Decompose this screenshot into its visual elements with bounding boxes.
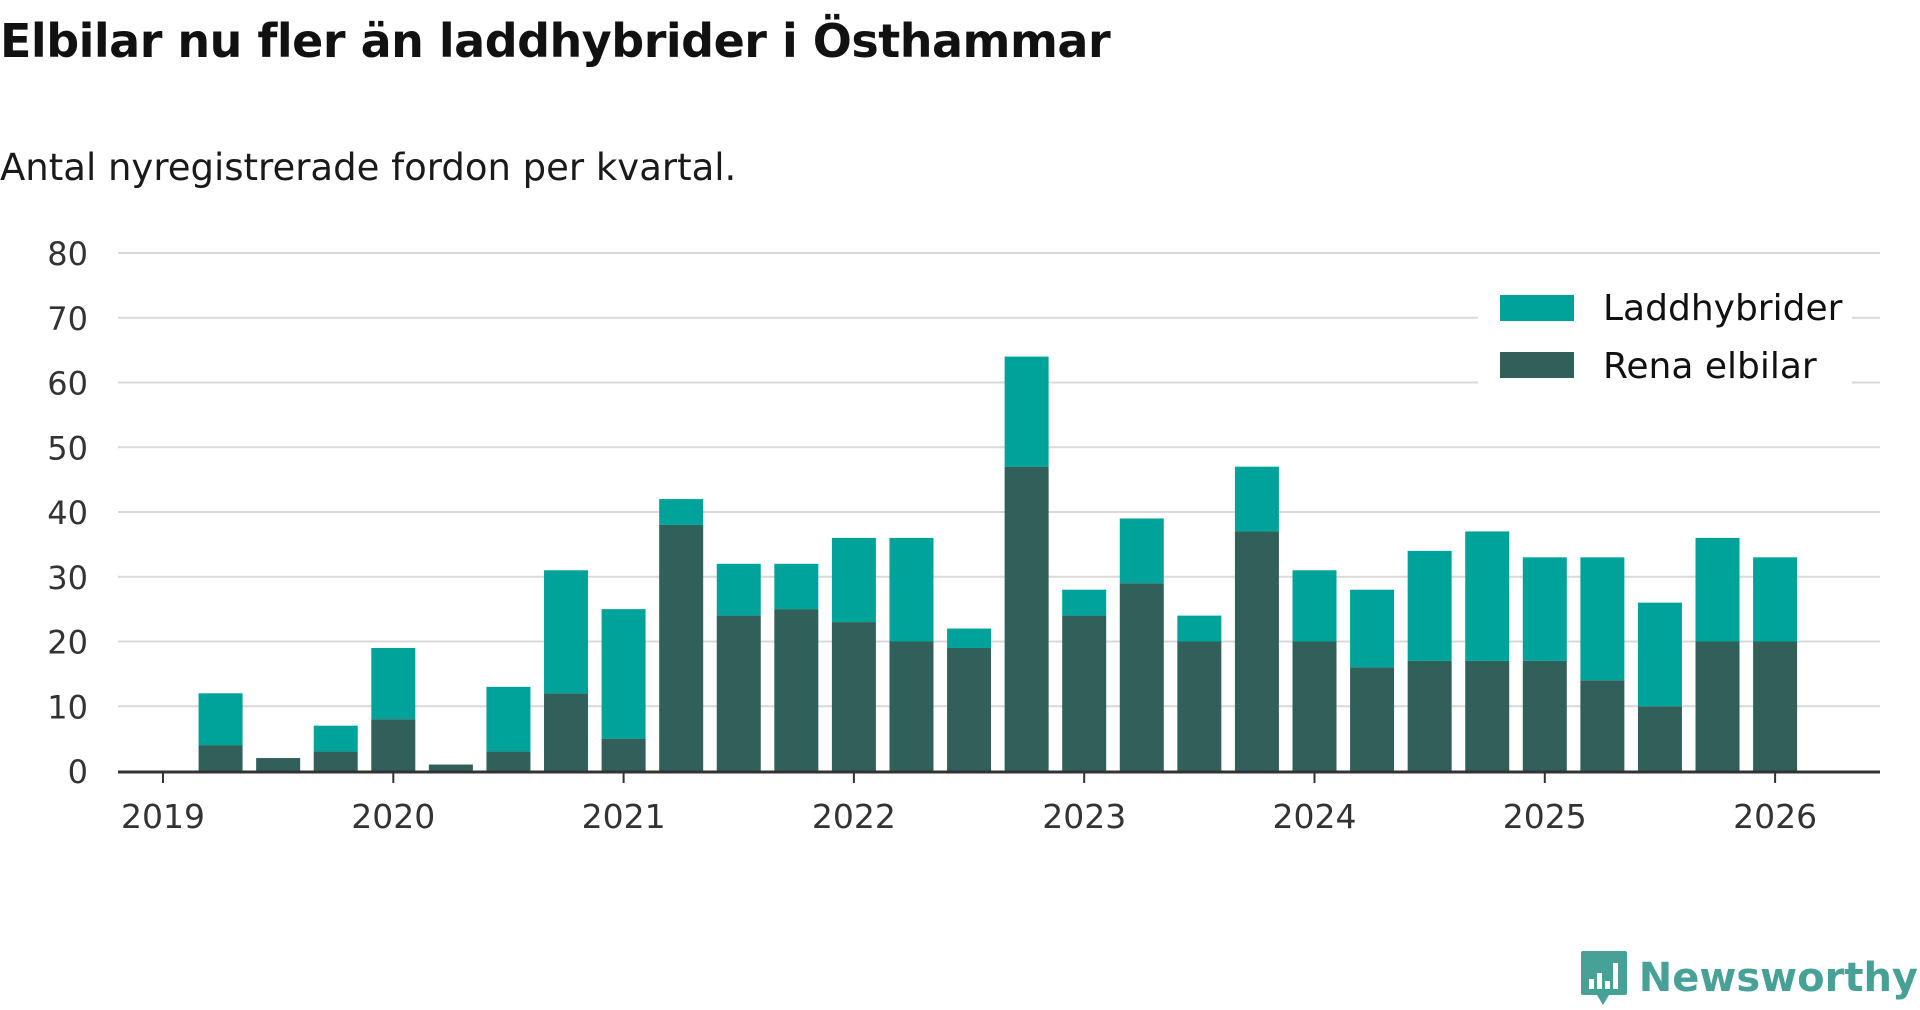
bar-rena-elbilar: [1062, 615, 1107, 771]
bar-rena-elbilar: [1234, 531, 1279, 771]
bar-rena-elbilar: [1004, 466, 1049, 771]
bar-laddhybrider: [947, 628, 992, 648]
legend-label-laddhybrider: Laddhybrider: [1603, 288, 1843, 329]
y-tick-label: 40: [47, 494, 88, 532]
bar-laddhybrider: [1407, 550, 1452, 661]
bar-laddhybrider: [831, 537, 876, 623]
bar-laddhybrider: [774, 563, 819, 610]
x-tick-label: 2025: [1503, 797, 1587, 836]
bar-rena-elbilar: [198, 745, 243, 771]
bar-laddhybrider: [601, 609, 646, 739]
bar-rena-elbilar: [1177, 641, 1222, 771]
bar-rena-elbilar: [1465, 660, 1510, 771]
bar-laddhybrider: [1753, 557, 1798, 642]
y-axis-ticks: 0 10 20 30 40 50 60 70 80: [47, 235, 88, 791]
brand-name: Newsworthy: [1638, 955, 1918, 1001]
bar-rena-elbilar: [1637, 706, 1682, 771]
bar-rena-elbilar: [486, 751, 531, 771]
x-tick-label: 2020: [351, 797, 435, 836]
bar-laddhybrider: [198, 693, 243, 746]
y-tick-label: 60: [47, 365, 88, 403]
bar-laddhybrider: [889, 537, 934, 642]
bar-rena-elbilar: [1753, 641, 1798, 771]
bar-rena-elbilar: [774, 609, 819, 771]
bar-laddhybrider: [1177, 615, 1222, 642]
bar-laddhybrider: [1580, 557, 1625, 681]
bar-rena-elbilar: [1350, 667, 1395, 771]
bar-rena-elbilar: [428, 764, 473, 771]
chart-subtitle: Antal nyregistrerade fordon per kvartal.: [0, 146, 737, 189]
legend-swatch-laddhybrider: [1500, 295, 1574, 321]
bar-rena-elbilar: [831, 622, 876, 771]
chart-title: Elbilar nu fler än laddhybrider i Östham…: [0, 14, 1111, 68]
bar-laddhybrider: [1465, 531, 1510, 661]
brand-logo: Newsworthy: [1579, 948, 1918, 1008]
bar-laddhybrider: [716, 563, 761, 616]
bar-laddhybrider: [486, 686, 531, 752]
bar-rena-elbilar: [1695, 641, 1740, 771]
bar-laddhybrider: [1004, 356, 1049, 467]
bar-laddhybrider: [1350, 589, 1395, 668]
newsworthy-logo-icon: [1580, 951, 1627, 1005]
bar-rena-elbilar: [371, 719, 416, 771]
bar-rena-elbilar: [659, 524, 704, 771]
bar-laddhybrider: [1522, 557, 1567, 661]
bar-rena-elbilar: [544, 693, 589, 771]
bar-rena-elbilar: [889, 641, 934, 771]
legend: Laddhybrider Rena elbilar: [1478, 288, 1852, 390]
legend-swatch-rena-elbilar: [1500, 352, 1574, 378]
bar-rena-elbilar: [1407, 660, 1452, 771]
bar-rena-elbilar: [1119, 583, 1164, 771]
x-tick-label: 2026: [1733, 797, 1817, 836]
bar-rena-elbilar: [256, 758, 301, 771]
bar-laddhybrider: [1292, 570, 1337, 642]
x-axis-ticks: 2019 2020 2021 2022 2023 2024 2025 2026: [121, 772, 1817, 836]
bar-laddhybrider: [1695, 537, 1740, 642]
bar-laddhybrider: [1062, 589, 1107, 616]
y-tick-label: 10: [47, 688, 88, 726]
bar-rena-elbilar: [1580, 680, 1625, 771]
legend-label-rena-elbilar: Rena elbilar: [1603, 346, 1817, 387]
bar-laddhybrider: [544, 570, 589, 694]
bar-rena-elbilar: [601, 738, 646, 771]
bar-rena-elbilar: [947, 647, 992, 771]
y-tick-label: 80: [47, 235, 88, 273]
y-tick-label: 30: [47, 559, 88, 597]
bar-rena-elbilar: [313, 751, 358, 771]
bar-laddhybrider: [659, 499, 704, 525]
bar-rena-elbilar: [716, 615, 761, 771]
bar-laddhybrider: [1234, 466, 1279, 532]
bar-laddhybrider: [313, 725, 358, 752]
bar-rena-elbilar: [1292, 641, 1337, 771]
bar-laddhybrider: [1119, 518, 1164, 584]
x-tick-label: 2023: [1042, 797, 1126, 836]
x-tick-label: 2022: [812, 797, 896, 836]
bar-laddhybrider: [1637, 602, 1682, 707]
x-tick-label: 2024: [1273, 797, 1357, 836]
y-tick-label: 0: [68, 753, 88, 791]
bar-laddhybrider: [371, 647, 416, 720]
x-tick-label: 2019: [121, 797, 205, 836]
y-tick-label: 70: [47, 300, 88, 338]
x-tick-label: 2021: [582, 797, 666, 836]
bars: [198, 356, 1798, 771]
y-tick-label: 20: [47, 624, 88, 662]
y-tick-label: 50: [47, 429, 88, 467]
bar-rena-elbilar: [1522, 660, 1567, 771]
